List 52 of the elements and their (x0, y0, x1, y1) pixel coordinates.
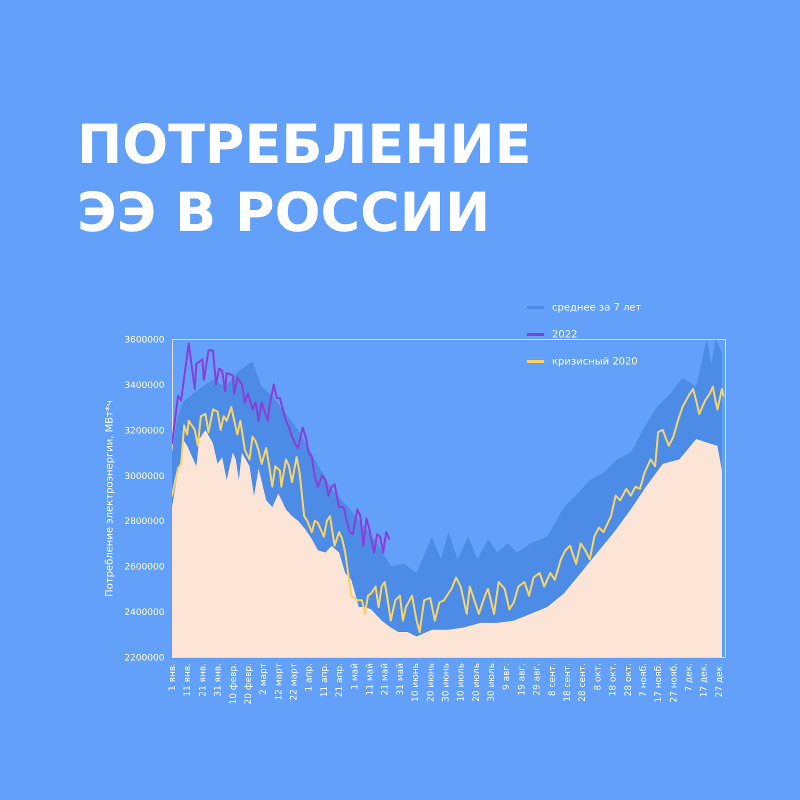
x-tick-label: 1 янв. (168, 663, 178, 692)
x-tick-label: 21 янв. (198, 663, 208, 697)
y-tick-label: 2600000 (124, 562, 165, 573)
x-tick-label: 30 июнь (441, 663, 452, 702)
x-tick-label: 2 март (259, 663, 270, 695)
x-tick-label: 20 февр. (244, 663, 254, 704)
y-tick-label: 2200000 (124, 654, 165, 664)
chart-title: ПОТРЕБЛЕНИЕ ЭЭ В РОССИИ (77, 113, 532, 244)
legend-label: кризисный 2020 (552, 356, 638, 368)
y-tick-label: 3000000 (124, 472, 165, 482)
x-tick-label: 21 май (380, 662, 391, 696)
x-tick-label: 29 авг. (532, 663, 543, 696)
x-tick-label: 17 нояб. (654, 663, 664, 703)
x-tick-label: 28 окт. (624, 663, 634, 696)
line-series (172, 386, 724, 634)
legend-label: 2022 (552, 330, 578, 340)
x-tick-label: 28 сент. (578, 663, 588, 702)
x-tick-label: 11 янв. (183, 663, 194, 697)
x-tick-label: 9 авг. (502, 663, 512, 690)
x-tick-label: 7 нояб. (638, 663, 649, 697)
x-tick-label: 22 март (290, 663, 300, 701)
x-tick-label: 11 апр. (320, 663, 330, 698)
legend-label: среднее за 7 лет (552, 302, 642, 314)
x-tick-label: 27 дек. (714, 663, 725, 698)
x-tick-label: 31 май (396, 662, 406, 696)
x-tick-label: 17 дек. (700, 663, 710, 698)
y-tick-label: 3400000 (124, 380, 165, 391)
x-tick-label: 12 март (274, 663, 284, 701)
x-tick-label: 1 апр. (304, 663, 315, 692)
x-tick-label: 10 июнь (411, 663, 422, 702)
x-tick-label: 20 июнь (426, 663, 436, 702)
x-tick-label: 8 окт. (593, 663, 604, 691)
x-tick-label: 30 июль (487, 663, 498, 702)
x-tick-label: 27 нояб. (669, 663, 680, 703)
x-tick-label: 31 янв. (214, 663, 224, 697)
x-tick-label: 20 июль (472, 663, 482, 702)
x-tick-label: 18 сент. (563, 663, 573, 702)
line-series (172, 342, 390, 554)
y-axis-title: Потребление электроэнергии, МВт*ч (104, 400, 116, 597)
x-tick-label: 18 окт. (608, 663, 619, 696)
y-tick-label: 3200000 (124, 426, 165, 436)
x-tick-label: 7 дек. (684, 663, 695, 692)
y-tick-label: 3600000 (124, 336, 165, 346)
y-tick-label: 2800000 (124, 517, 165, 528)
y-tick-label: 2400000 (124, 608, 165, 618)
x-tick-label: 8 сент. (548, 663, 558, 696)
x-tick-label: 19 авг. (517, 663, 528, 696)
x-tick-label: 10 июль (456, 663, 467, 702)
x-tick-label: 21 апр. (335, 663, 346, 698)
x-tick-label: 11 май (366, 662, 376, 696)
x-tick-label: 10 февр. (228, 663, 239, 704)
x-tick-label: 1 май (350, 662, 360, 690)
